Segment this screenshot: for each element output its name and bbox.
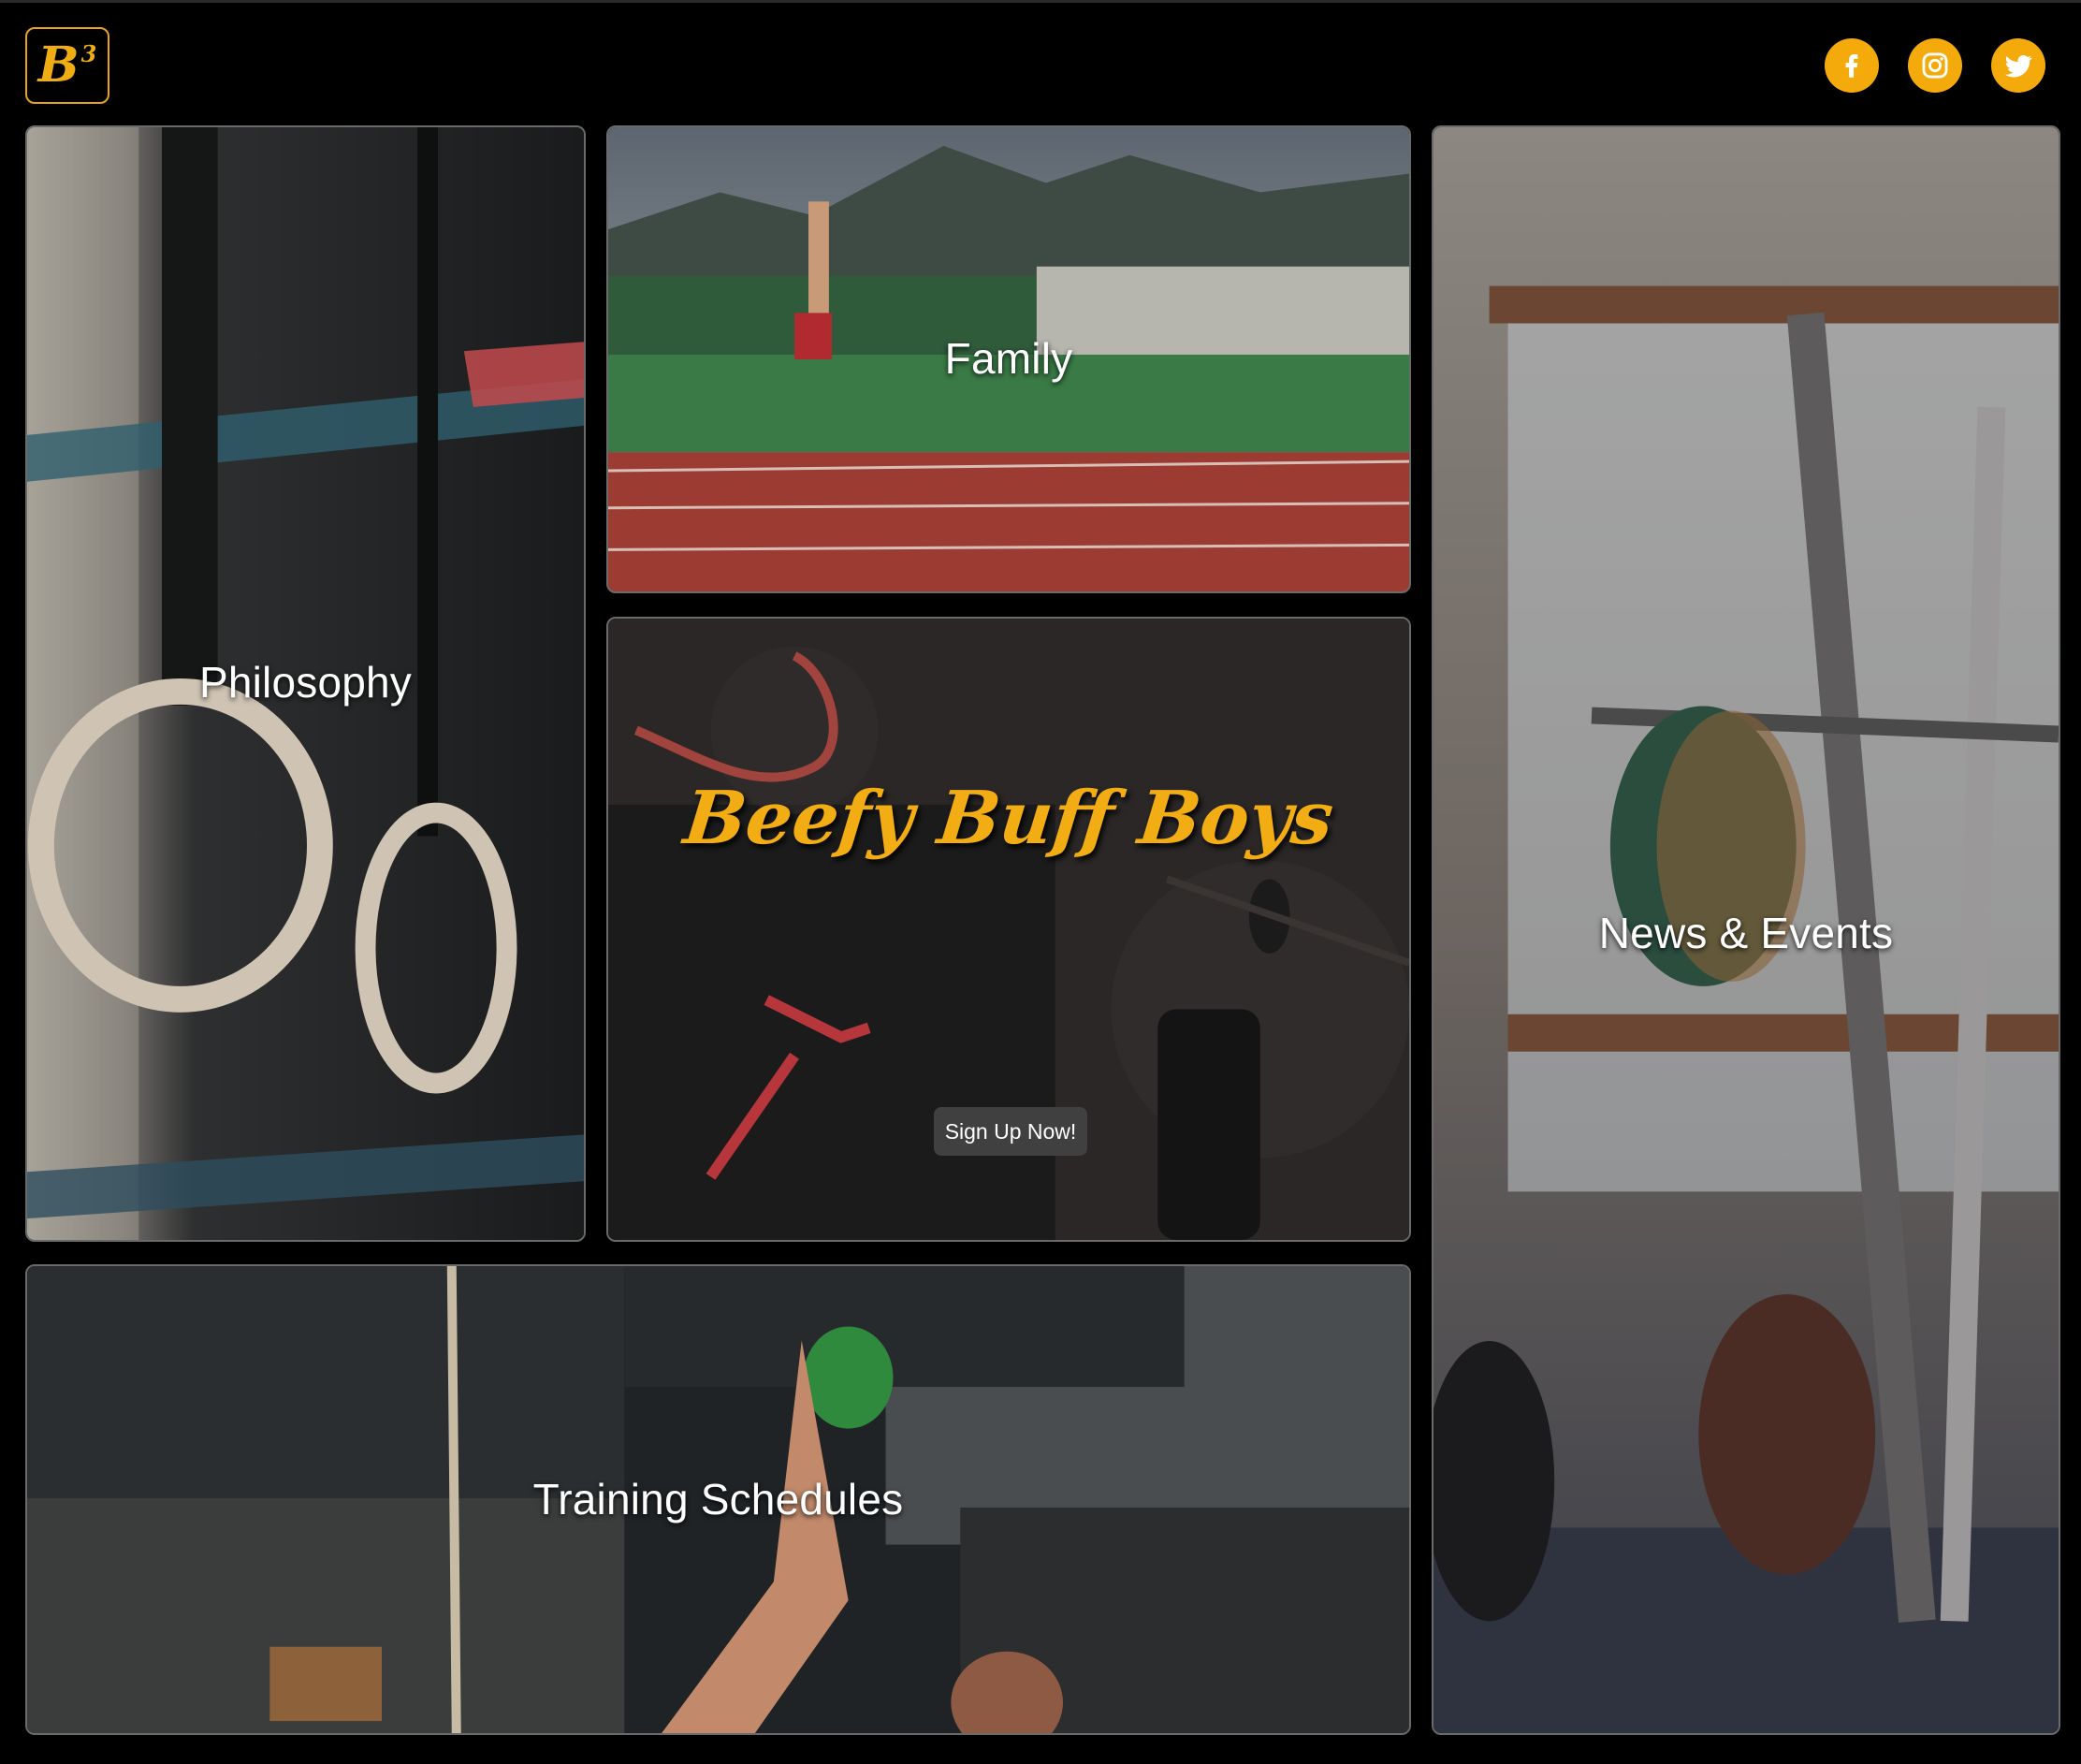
sign-up-button[interactable]: Sign Up Now! xyxy=(934,1107,1087,1156)
facebook-icon xyxy=(1845,53,1858,78)
tile-training-schedules[interactable]: Training Schedules xyxy=(25,1264,1411,1735)
tile-label: Family xyxy=(944,334,1073,383)
twitter-icon xyxy=(2004,55,2033,78)
gymnastic-rings-image xyxy=(27,127,584,1240)
instagram-icon xyxy=(1922,52,1948,79)
tile-news-events[interactable]: News & Events xyxy=(1432,125,2060,1735)
tile-philosophy[interactable]: Philosophy xyxy=(25,125,586,1242)
logo-letter: B xyxy=(37,36,80,94)
facebook-link[interactable] xyxy=(1825,38,1879,93)
tile-label: Philosophy xyxy=(198,658,413,707)
instagram-link[interactable] xyxy=(1908,38,1962,93)
tile-family[interactable]: Family xyxy=(606,125,1411,593)
track-runner-image xyxy=(608,127,1409,591)
twitter-link[interactable] xyxy=(1991,38,2045,93)
tile-label: News & Events xyxy=(1598,909,1894,957)
tile-hero[interactable]: Beefy Buff Boys Sign Up Now! xyxy=(606,617,1411,1242)
logo-superscript: 3 xyxy=(80,39,97,67)
barbell-rack-image xyxy=(1433,127,2059,1733)
tile-label: Training Schedules xyxy=(532,1475,904,1523)
kettlebell-athlete-image xyxy=(27,1266,1409,1733)
brand-title: Beefy Buff Boys xyxy=(679,776,1338,861)
site-logo[interactable]: B 3 xyxy=(25,27,109,104)
